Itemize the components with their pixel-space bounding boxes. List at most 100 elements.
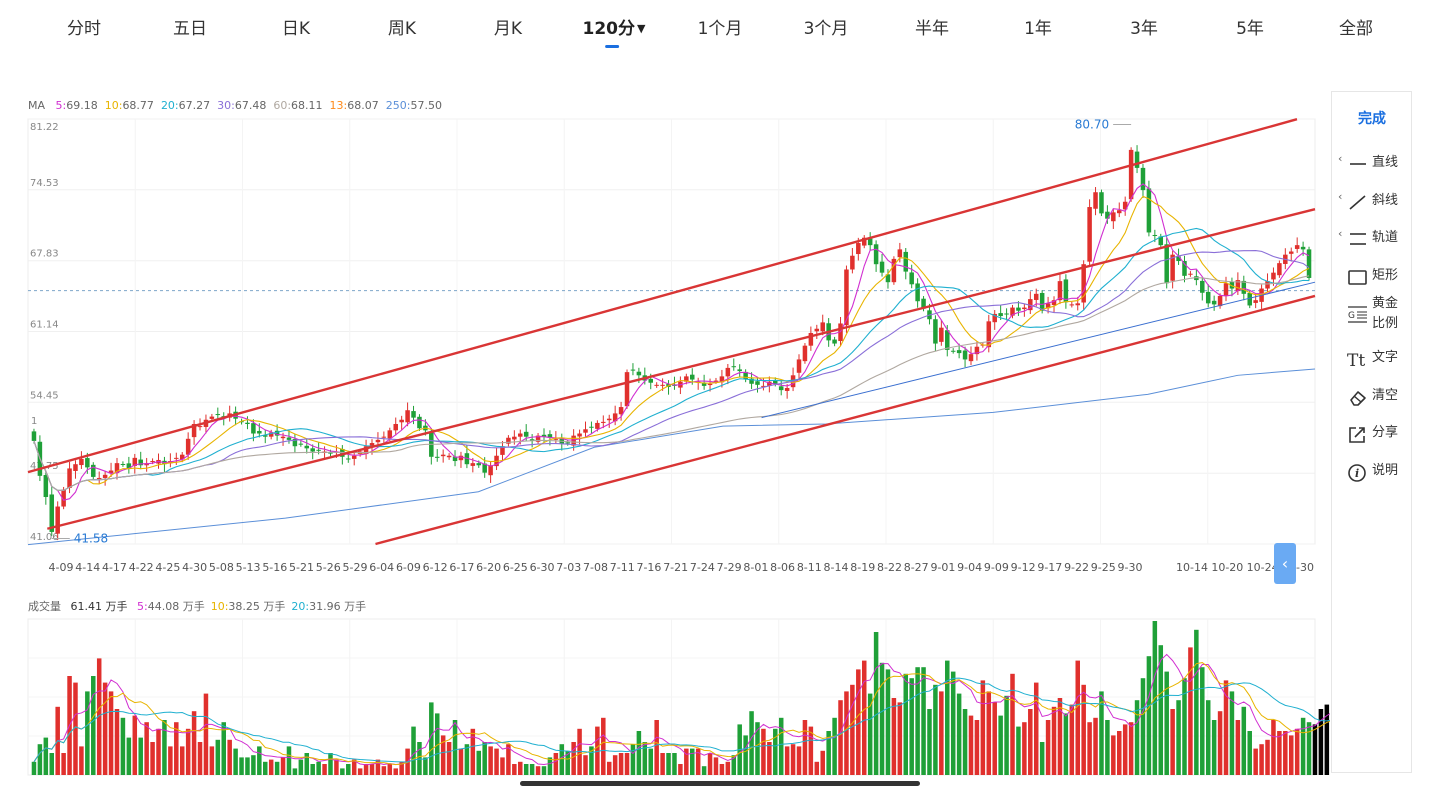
candle [138,451,143,470]
collapse-toolbar-button[interactable]: ‹ [1274,543,1296,584]
volume-bar [654,720,659,775]
candle-body [891,258,897,283]
ma-legend-item: 60:68.11 [273,99,322,112]
volume-bar [891,698,897,775]
tool-text[interactable]: Tt 文字 [1338,343,1412,375]
volume-bar [1045,720,1051,775]
done-button[interactable]: 完成 [1358,111,1386,127]
tab-0[interactable]: 分时 [67,14,101,39]
horizontal-scrollbar[interactable] [520,781,920,786]
tool-golden-ratio[interactable]: G 黄金比例 [1338,296,1412,331]
tab-8[interactable]: 半年 [915,14,949,39]
candle [541,428,547,442]
volume-bar [1140,678,1146,775]
volume-bar [156,728,161,775]
tool-share[interactable]: 分享 [1338,418,1412,450]
volume-bar [215,739,221,775]
candle [1063,274,1069,309]
candle [434,449,440,462]
tab-3[interactable]: 周K [388,14,416,39]
date-tick-label: 9-25 [1091,561,1116,574]
volume-bar [1294,728,1300,775]
tab-7[interactable]: 3个月 [804,14,849,39]
tool-label: 清空 [1372,388,1399,403]
chevron-left-icon: ‹ [1338,190,1343,203]
volume-bar [1164,671,1169,775]
candle-body [1170,254,1175,281]
tab-11[interactable]: 5年 [1236,14,1264,39]
date-tick-label: 8-14 [824,561,849,574]
candle [749,372,754,389]
volume-bar [856,669,861,775]
candle [393,417,398,436]
candle [298,441,304,447]
volume-bar [150,742,155,775]
tool-info[interactable]: i 说明 [1338,456,1412,488]
candle-body [245,422,250,424]
candle-body [737,369,742,372]
volume-bar [1318,709,1324,775]
candle-body [565,442,570,444]
date-tick-label: 6-12 [423,561,448,574]
volume-bar [767,742,772,775]
volume-bar [624,753,630,775]
tab-9[interactable]: 1年 [1024,14,1052,39]
volume-bar [1122,724,1128,775]
tab-1[interactable]: 五日 [173,14,207,39]
volume-bar [316,761,321,775]
date-axis-labels: 4-09 4-14 4-17 4-22 4-25 4-30 5-08 5-13 5-16 5-21… [49,561,1314,574]
candle-body [535,435,541,442]
candle-body [1087,207,1092,262]
candle [725,363,731,385]
candle-body [518,433,523,437]
candle-body [197,426,203,428]
tab-5[interactable]: 120分 ▼ [583,14,645,48]
tab-label: 五日 [173,19,207,39]
rectangle-icon [1346,267,1368,287]
candle [897,242,903,263]
candle-body [91,464,96,477]
volume-legend: 成交量 61.41 万手 5:44.08 万手 10:38.25 万手 20:31.… [28,598,378,614]
candle [867,232,873,251]
candle-body [945,330,950,350]
volume-bar [612,755,618,775]
volume-bar [1158,645,1164,775]
tab-label: 1年 [1024,19,1052,39]
tab-2[interactable]: 日K [282,14,310,39]
volume-bar [1288,735,1294,775]
tool-slant-line[interactable]: ‹ 斜线 [1338,186,1412,218]
tool-eraser[interactable]: 清空 [1338,381,1412,413]
candle-body [589,426,594,428]
candle-body [690,374,695,380]
volume-bar [417,742,422,775]
tool-label: 黄金比例 [1372,296,1399,331]
candle-body [346,458,351,460]
volume-bar [411,726,416,775]
candle-body [1265,281,1270,289]
volume-bar [1063,713,1069,775]
volume-gridlines [28,619,1315,775]
candle [861,235,867,249]
candle [606,414,612,428]
tool-line[interactable]: ‹ 直线 [1338,148,1412,180]
date-tick-label: 7-21 [663,561,688,574]
candle-body [1105,211,1110,219]
candle-body [856,243,861,255]
volume-bar [1283,731,1288,775]
tool-channel[interactable]: ‹ 轨道 [1338,223,1412,255]
golden-ratio-icon: G [1346,304,1368,324]
volume-bar [838,700,843,775]
tab-4[interactable]: 月K [494,14,522,39]
candle-body [1247,292,1252,306]
tab-6[interactable]: 1个月 [698,14,743,39]
candle [743,369,748,383]
tab-12[interactable]: 全部 [1339,14,1373,39]
candle-body [1146,188,1152,233]
tool-rectangle[interactable]: 矩形 [1338,261,1412,293]
candle-body [998,313,1003,317]
tab-10[interactable]: 3年 [1130,14,1158,39]
volume-bar [672,753,677,775]
ma-period: 30: [217,99,235,112]
candle-body [1205,291,1211,304]
candle-body [1164,244,1169,284]
